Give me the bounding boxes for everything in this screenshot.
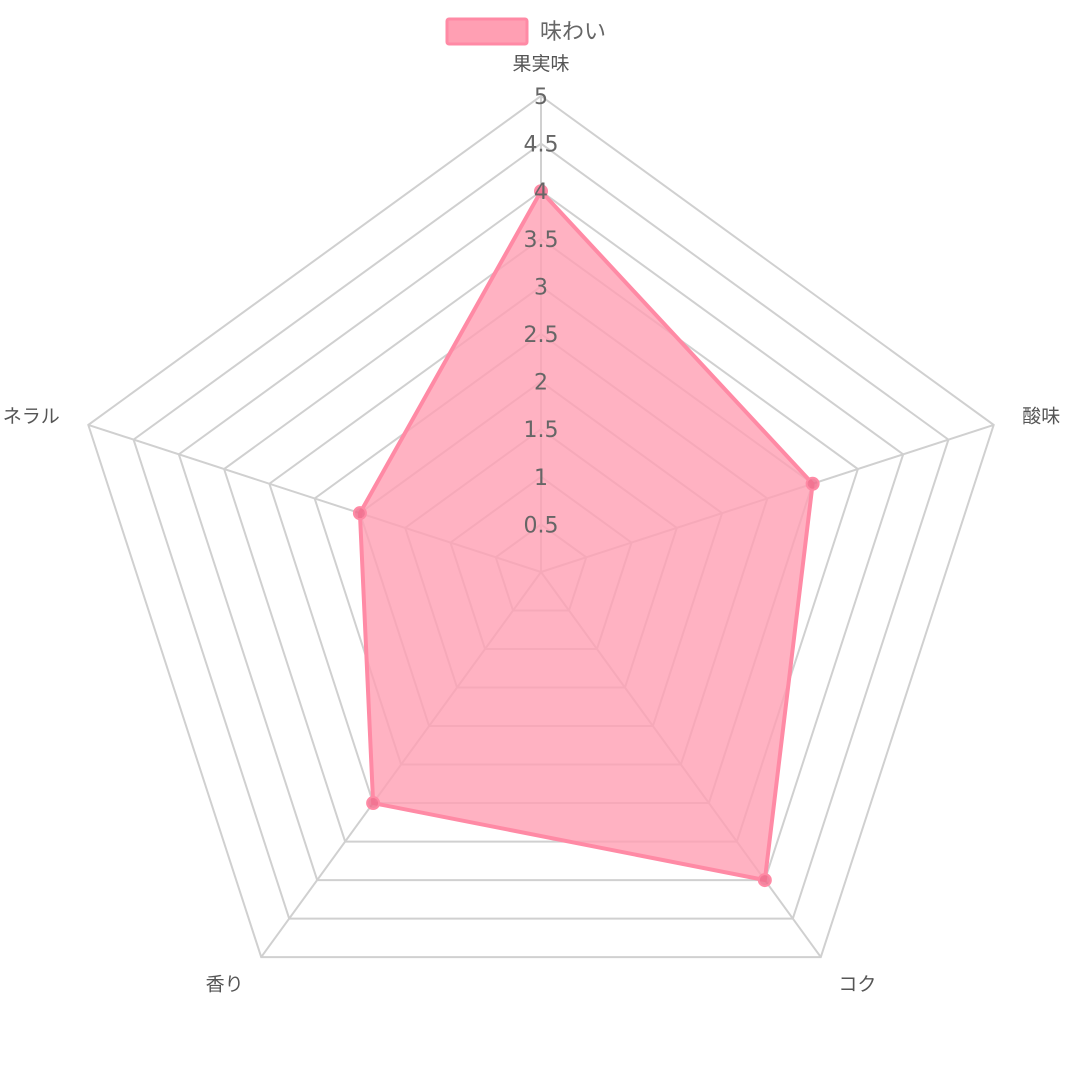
tick-label: 3.5 bbox=[524, 228, 559, 253]
axis-label: 酸味 bbox=[1022, 406, 1060, 428]
grid-ring bbox=[177, 189, 905, 882]
data-point[interactable] bbox=[534, 184, 548, 199]
tick-label: 4.5 bbox=[524, 133, 559, 158]
legend-swatch[interactable] bbox=[445, 17, 529, 46]
axis-label: ミネラル bbox=[0, 406, 60, 428]
radial-tick-labels: 0.5 1 1.5 2 2.5 3 3.5 4 4.5 5 bbox=[524, 85, 559, 538]
tick-label: 3 bbox=[534, 275, 548, 300]
grid-ring bbox=[222, 237, 860, 843]
grid-ring bbox=[87, 94, 995, 959]
tick-label: 4 bbox=[534, 180, 548, 205]
series-area bbox=[357, 189, 815, 883]
tick-label: 1 bbox=[534, 466, 548, 491]
axis-label: コク bbox=[838, 973, 876, 995]
tick-label: 2 bbox=[534, 371, 548, 396]
data-point[interactable] bbox=[352, 506, 367, 521]
data-point[interactable] bbox=[805, 476, 820, 491]
legend-label[interactable]: 味わい bbox=[540, 20, 606, 45]
tick-label: 1.5 bbox=[524, 418, 559, 443]
data-point[interactable] bbox=[366, 796, 381, 811]
legend[interactable]: 味わい bbox=[445, 17, 606, 46]
data-point[interactable] bbox=[757, 873, 772, 888]
tick-label: 5 bbox=[534, 85, 548, 110]
axis-label: 香り bbox=[206, 973, 244, 995]
tick-label: 0.5 bbox=[524, 513, 559, 538]
grid-ring bbox=[132, 142, 950, 920]
axis-label: 果実味 bbox=[512, 53, 569, 75]
data-series bbox=[352, 184, 820, 888]
tick-label: 2.5 bbox=[524, 323, 559, 348]
